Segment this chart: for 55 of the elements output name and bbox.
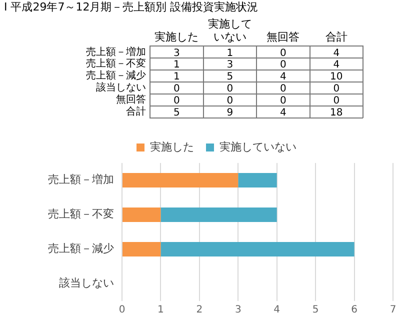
x-tick-label: 実施した [154, 30, 199, 44]
y-tick-label: 該当しない [96, 82, 146, 94]
data-label: 4 [333, 48, 340, 59]
data-label: 0 [226, 84, 234, 95]
data-label: 1 [173, 60, 180, 71]
y-tick-label: 該当しない [59, 276, 114, 290]
data-label: 0 [280, 96, 286, 107]
data-label: 4 [280, 108, 286, 119]
data-label: 5 [226, 72, 234, 83]
x-tick-label: 6 [351, 304, 358, 316]
x-tick-label: 実施していない [208, 17, 252, 44]
data-label: 18 [330, 108, 343, 119]
data-label: 9 [226, 108, 234, 119]
data-label: 4 [280, 72, 286, 83]
data-label: 5 [173, 108, 180, 119]
chart-title: Ⅰ 平成29年7～12月期－売上額別 設備投資実施状況 [4, 0, 258, 14]
y-tick-label: 売上額－増加 [86, 46, 146, 58]
data-label: 0 [280, 84, 286, 95]
data-label: 0 [280, 60, 286, 71]
bar [122, 208, 161, 222]
x-tick-label: 2 [196, 304, 203, 316]
bar [122, 242, 161, 256]
y-tick-label: 売上額－減少 [48, 242, 114, 256]
data-label: 1 [226, 48, 234, 59]
x-tick-label: 無回答 [266, 30, 300, 44]
data-label: 10 [330, 72, 343, 83]
x-tick-label: 3 [234, 304, 242, 316]
y-tick-label: 売上額－不変 [48, 208, 114, 221]
data-label: 1 [173, 72, 180, 83]
x-tick-label: 5 [312, 304, 319, 316]
y-tick-label: 売上額－不変 [86, 58, 146, 70]
y-tick-label: 無回答 [116, 94, 146, 106]
x-tick-label: 合計 [325, 30, 348, 44]
x-tick-label: 7 [390, 304, 396, 316]
bar [160, 242, 354, 256]
legend-label: 実施していない [220, 140, 296, 154]
data-label: 3 [226, 60, 234, 71]
data-label: 0 [280, 48, 286, 59]
data-label: 0 [333, 84, 340, 95]
data-label: 0 [226, 96, 234, 107]
legend-label: 実施した [150, 140, 194, 154]
y-tick-label: 売上額－増加 [48, 173, 114, 186]
x-tick-label: 1 [158, 304, 164, 316]
y-tick-label: 売上額－減少 [86, 70, 146, 82]
data-label: 3 [173, 48, 180, 59]
bar [238, 173, 277, 188]
bar [160, 208, 277, 222]
x-tick-label: 4 [274, 304, 280, 316]
x-tick-label: 0 [118, 304, 126, 316]
bar [122, 173, 238, 188]
data-label: 0 [173, 96, 180, 107]
data-label: 0 [173, 84, 180, 95]
data-label: 4 [333, 60, 340, 71]
data-label: 0 [333, 96, 340, 107]
y-tick-label: 合計 [126, 106, 146, 118]
